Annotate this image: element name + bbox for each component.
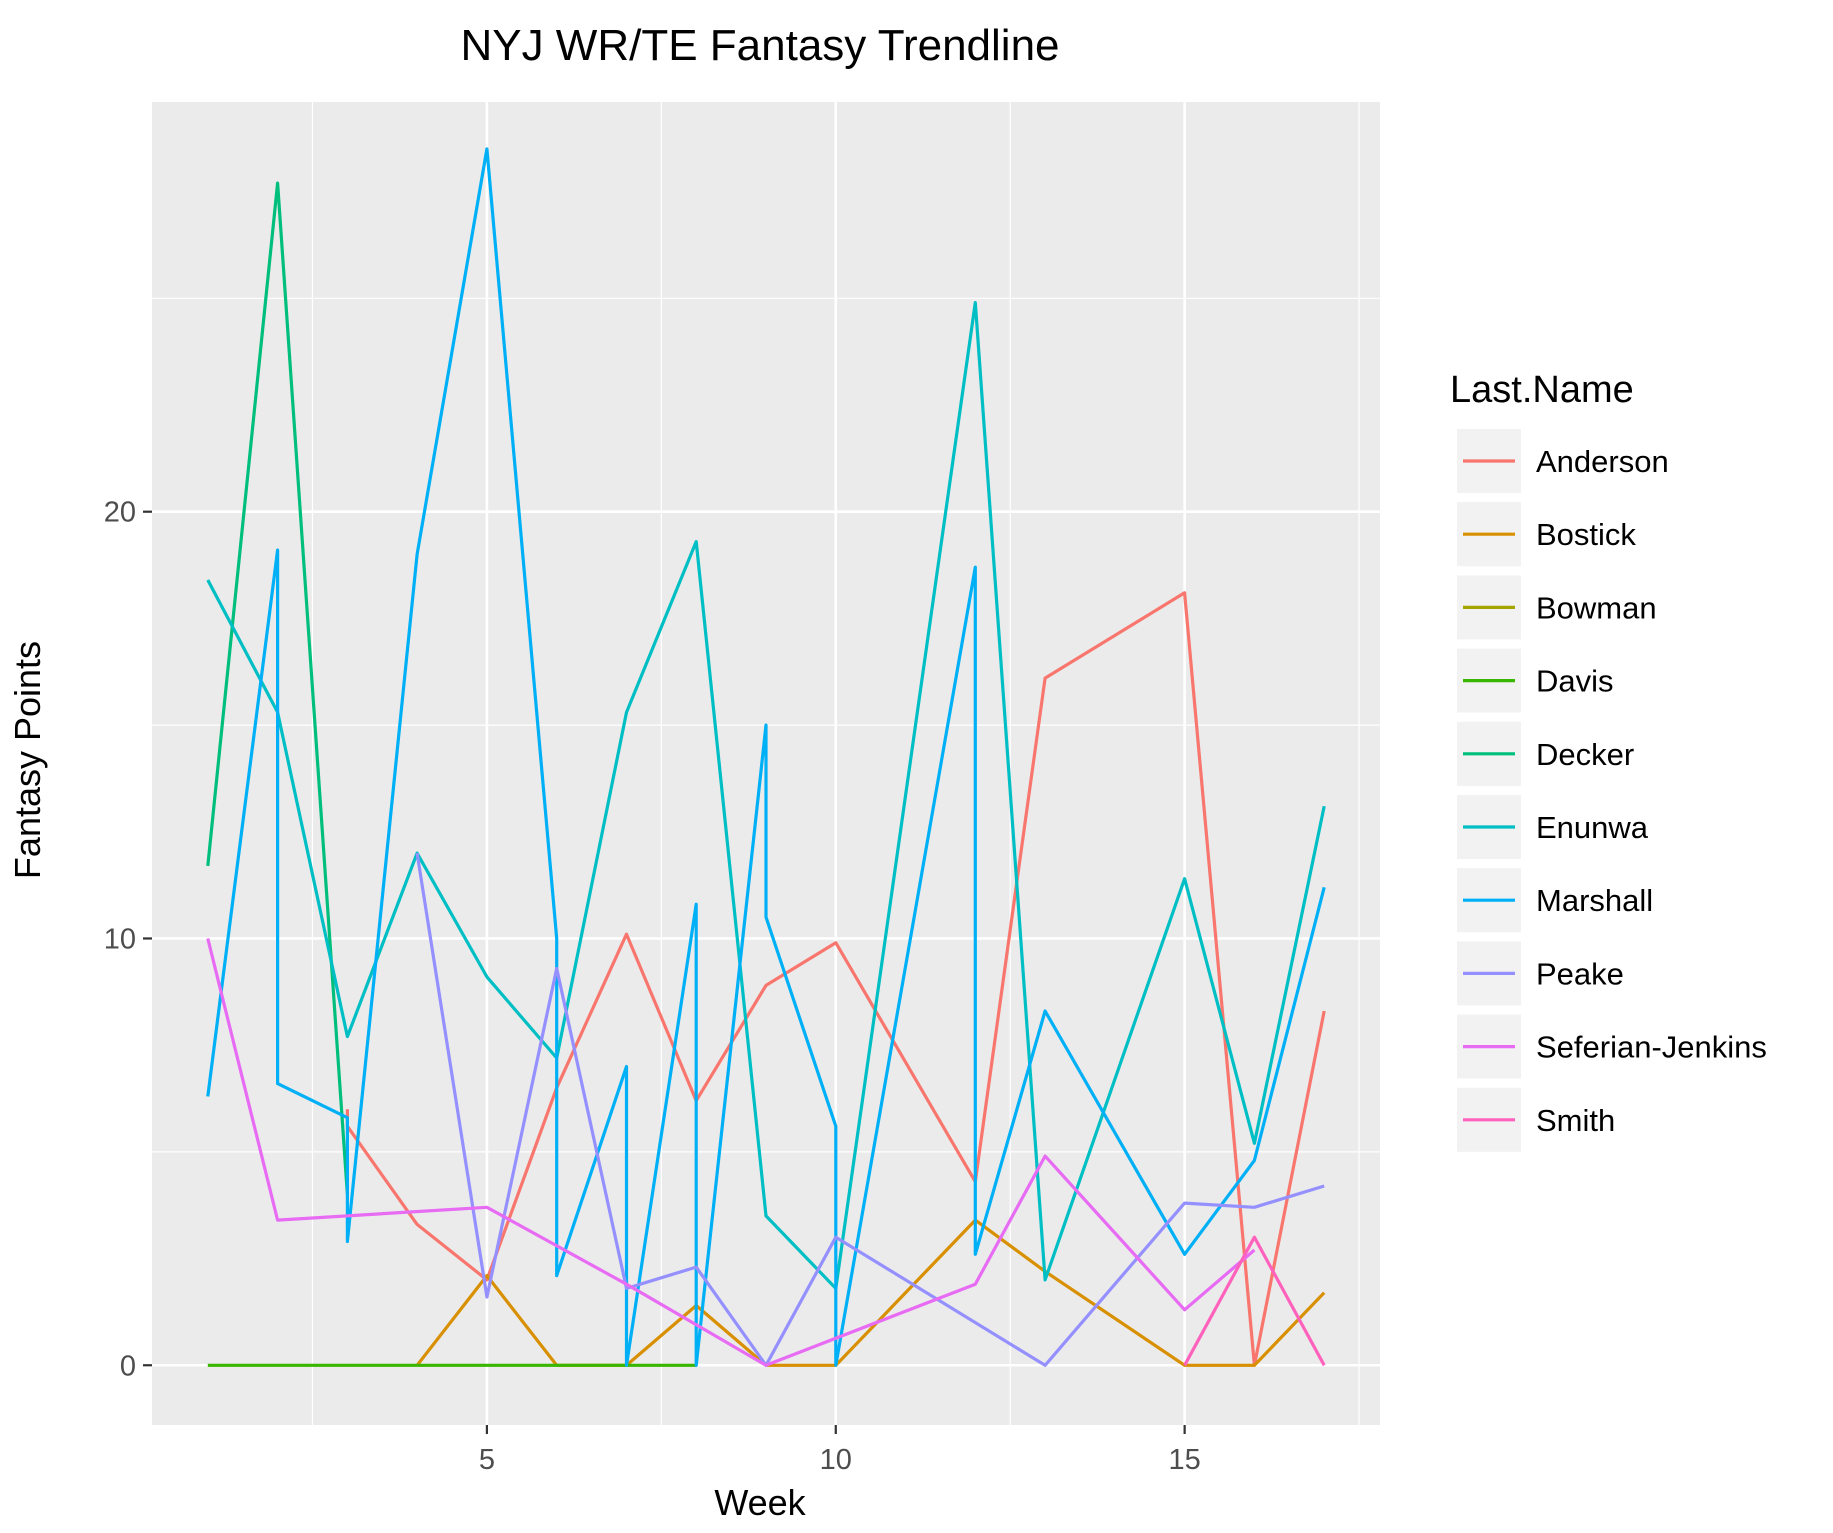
y-tick-label: 20 [104,497,136,529]
legend-label: Peake [1536,956,1624,991]
series-line-enunwa [206,301,1326,1291]
series-line-seferian-jenkins [206,938,1256,1367]
legend-label: Marshall [1536,883,1653,918]
legend-item-smith: Smith [1455,1085,1615,1154]
legend-item-marshall: Marshall [1455,866,1653,935]
series-line-bostick [415,1218,1326,1367]
series-lines [206,147,1326,1367]
legend-label: Bostick [1536,517,1636,552]
x-tick-label: 10 [820,1444,852,1476]
legend-label: Davis [1536,664,1614,699]
chart-title: NYJ WR/TE Fantasy Trendline [460,21,1059,70]
legend-item-seferian-jenkins: Seferian-Jenkins [1455,1012,1767,1081]
series-line-smith [1183,1235,1326,1367]
legend-item-bostick: Bostick [1455,500,1636,569]
y-tick-label: 10 [104,923,136,955]
legend-label: Enunwa [1536,810,1649,845]
legend-item-enunwa: Enunwa [1455,793,1649,861]
legend-title: Last.Name [1450,369,1634,411]
legend-item-davis: Davis [1455,646,1614,715]
y-axis: 0 10 20 [104,497,152,1382]
legend: Last.Name Anderson Bostick Bowman Davis Deck… [1450,369,1767,1154]
legend-label: Smith [1536,1103,1615,1138]
legend-label: Seferian-Jenkins [1536,1030,1767,1065]
x-tick-label: 15 [1169,1444,1201,1476]
legend-item-anderson: Anderson [1455,427,1669,495]
legend-label: Bowman [1536,590,1657,625]
legend-label: Decker [1536,737,1634,772]
series-line-decker [206,181,349,1195]
series-line-marshall [206,147,1326,1367]
legend-items: Anderson Bostick Bowman Davis Decker Enunwa Ma… [1455,427,1767,1154]
x-tick-label: 5 [479,1444,495,1476]
y-tick-label: 0 [120,1350,136,1382]
x-axis-title: Week [714,1482,806,1523]
y-axis-title: Fantasy Points [7,641,48,879]
x-axis: 5 10 15 [479,1425,1201,1476]
legend-item-bowman: Bowman [1455,573,1657,642]
legend-item-peake: Peake [1455,939,1624,1008]
legend-label: Anderson [1536,444,1669,479]
legend-item-decker: Decker [1455,719,1634,788]
